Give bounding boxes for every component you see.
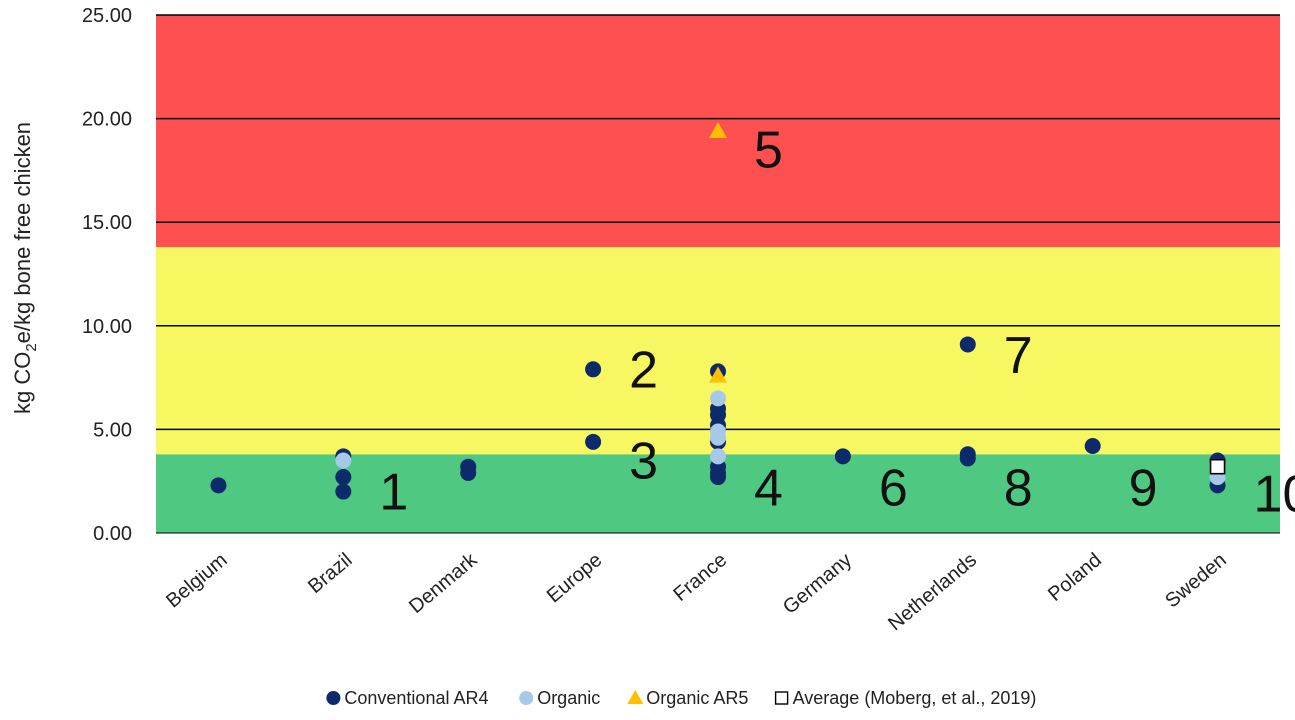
point-0 bbox=[959, 336, 976, 353]
legend-marker bbox=[774, 691, 789, 705]
gridlines bbox=[156, 14, 1280, 534]
point-2 bbox=[709, 122, 727, 139]
legend-label: Conventional AR4 bbox=[344, 688, 488, 708]
point-0 bbox=[1084, 437, 1101, 454]
point-0 bbox=[210, 477, 227, 494]
annotation-label: 2 bbox=[629, 341, 658, 399]
annotations: 1 2 3 4 5 6 7 8 9 10 bbox=[379, 122, 1295, 524]
point-0 bbox=[710, 469, 726, 486]
y-axis-label: kg CO2e/kg bone free chicken bbox=[10, 122, 40, 414]
y-tick-label: 15.00 bbox=[82, 212, 132, 234]
legend-marker bbox=[519, 691, 534, 705]
x-tick-label: Brazil bbox=[304, 549, 356, 598]
x-tick-label: France bbox=[669, 549, 731, 606]
annotation-label: 7 bbox=[1004, 327, 1033, 385]
annotation-label: 4 bbox=[754, 459, 783, 517]
annotation-label: 10 bbox=[1254, 466, 1295, 524]
x-tick-label: Europe bbox=[543, 549, 607, 607]
legend-label: Average (Moberg, et al., 2019) bbox=[793, 688, 1037, 708]
y-tick-label: 25.00 bbox=[82, 5, 132, 27]
point-1 bbox=[335, 452, 352, 469]
x-tick-label: Belgium bbox=[162, 549, 232, 612]
legend-marker bbox=[627, 690, 644, 704]
x-tick-label: Denmark bbox=[405, 548, 482, 618]
y-axis-ticks: 0.00 5.00 10.00 15.00 20.00 25.00 bbox=[82, 5, 132, 545]
point-1 bbox=[710, 448, 726, 465]
annotation-label: 1 bbox=[379, 464, 408, 522]
y-tick-label: 0.00 bbox=[93, 523, 132, 545]
legend-marker bbox=[326, 691, 341, 705]
annotation-label: 5 bbox=[754, 122, 783, 180]
legend-label: Organic bbox=[537, 688, 600, 708]
x-tick-label: Germany bbox=[779, 549, 856, 619]
y-tick-label: 10.00 bbox=[82, 316, 132, 338]
legend: Conventional AR4 Organic Organic AR5 Averag… bbox=[326, 688, 1036, 708]
x-tick-label: Poland bbox=[1044, 549, 1106, 606]
point-1 bbox=[710, 429, 726, 446]
point-0 bbox=[585, 433, 602, 450]
point-1 bbox=[710, 390, 726, 407]
point-0 bbox=[335, 483, 352, 500]
background-bands bbox=[156, 15, 1280, 533]
point-0 bbox=[460, 464, 477, 481]
point-0 bbox=[585, 361, 602, 378]
y-tick-label: 20.00 bbox=[82, 109, 132, 131]
data-points bbox=[210, 122, 1226, 500]
annotation-label: 3 bbox=[629, 432, 658, 490]
x-tick-label: Sweden bbox=[1161, 549, 1231, 612]
annotation-label: 9 bbox=[1129, 459, 1158, 517]
annotation-label: 6 bbox=[879, 459, 908, 517]
x-tick-label: Netherlands bbox=[884, 549, 981, 635]
x-axis-ticks: Belgium Brazil Denmark Europe France Germany N… bbox=[162, 548, 1231, 635]
annotation-label: 8 bbox=[1004, 459, 1033, 517]
legend-label: Organic AR5 bbox=[646, 688, 748, 708]
point-2 bbox=[709, 366, 727, 383]
point-0 bbox=[834, 448, 851, 465]
point-3 bbox=[1209, 458, 1226, 475]
y-tick-label: 5.00 bbox=[93, 419, 132, 441]
point-0 bbox=[959, 450, 976, 467]
point-0 bbox=[335, 469, 352, 486]
